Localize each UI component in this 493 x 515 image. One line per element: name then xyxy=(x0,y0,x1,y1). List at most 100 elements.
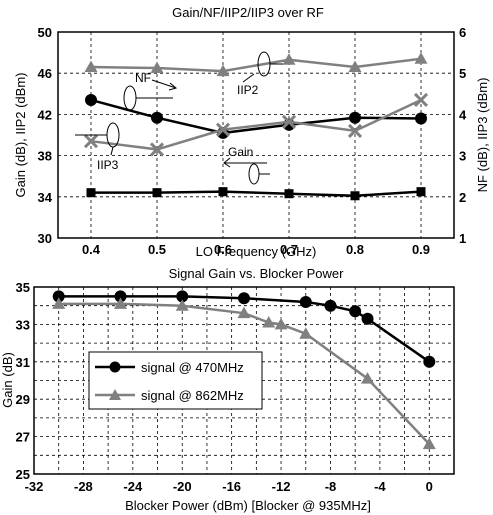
data-point-iip2 xyxy=(84,60,98,73)
annotation-nf-label: NF xyxy=(135,71,151,85)
data-point-gain xyxy=(284,189,294,199)
y-tick-label-left: 38 xyxy=(38,149,52,164)
data-point-nf xyxy=(85,93,97,106)
x-tick-label: -12 xyxy=(272,479,291,494)
annotation-iip2-label: IIP2 xyxy=(237,83,259,97)
x-tick-label: -20 xyxy=(173,479,192,494)
data-point-iip3 xyxy=(149,142,165,157)
y-tick-label-left: 46 xyxy=(38,66,52,81)
annotation-iip3: IIP3 xyxy=(75,122,120,172)
chart1-y-label-right: NF (dB), IIP3 (dBm) xyxy=(475,78,490,193)
y-tick-label-left: 30 xyxy=(38,231,52,246)
x-tick-label: -8 xyxy=(325,479,337,494)
legend-marker-circle xyxy=(109,361,121,373)
data-point-nf xyxy=(349,111,361,124)
legend-label-470: signal @ 470MHz xyxy=(141,360,244,375)
legend-label-862: signal @ 862MHz xyxy=(141,388,244,403)
chart1-plot-frame xyxy=(57,31,455,239)
legend-item-862: signal @ 862MHz xyxy=(95,388,244,403)
data-point-gain xyxy=(218,187,228,197)
x-tick-label: 0.9 xyxy=(412,242,430,257)
annotation-nf: NF xyxy=(123,71,178,111)
x-tick-label: -32 xyxy=(25,479,44,494)
data-point-iip3 xyxy=(215,122,231,137)
chart1-title: Gain/NF/IIP2/IIP3 over RF xyxy=(172,5,324,20)
data-point-470 xyxy=(324,299,337,312)
annotation-iip3-label: IIP3 xyxy=(97,158,119,172)
x-tick-label: 0.7 xyxy=(280,242,298,257)
chart2-series xyxy=(52,290,436,450)
data-point-iip3 xyxy=(83,134,99,149)
x-tick-label: 0.4 xyxy=(82,242,101,257)
x-tick-label: -28 xyxy=(74,479,93,494)
series-line-iip2 xyxy=(90,57,422,73)
x-tick-label: 0.6 xyxy=(214,242,232,257)
annotation-gain: Gain xyxy=(223,145,270,185)
data-point-470 xyxy=(176,290,189,303)
data-point-862 xyxy=(52,297,66,309)
annotation-iip2: IIP2 xyxy=(237,51,283,97)
y-tick-label-right: 2 xyxy=(459,190,466,205)
legend-item-470: signal @ 470MHz xyxy=(95,360,244,375)
data-point-iip2 xyxy=(414,52,428,64)
data-point-470 xyxy=(361,312,374,325)
y-tick-label: 27 xyxy=(16,430,30,445)
data-point-862 xyxy=(274,317,288,330)
data-point-862 xyxy=(175,299,189,311)
data-point-470 xyxy=(238,292,250,305)
y-tick-label: 29 xyxy=(16,392,30,407)
data-point-nf xyxy=(151,111,163,124)
data-point-iip2 xyxy=(150,61,164,74)
y-tick-label-right: 4 xyxy=(459,107,467,122)
series-line-iip3 xyxy=(90,98,422,151)
data-point-862 xyxy=(262,316,276,328)
chart1-series xyxy=(83,52,429,201)
chart2-ticks: -32 -28 -24 -20 -16 -12 -8 -4 0 25 27 29 31 33 35 xyxy=(16,280,433,494)
chart2-y-label: Gain (dB) xyxy=(0,352,15,408)
data-point-862 xyxy=(361,372,375,384)
chart-gain-vs-blocker: Signal Gain vs. Blocker Power -32 -28 -24-… xyxy=(0,266,455,513)
y-tick-label-left: 34 xyxy=(38,190,53,205)
data-point-iip2 xyxy=(282,53,296,65)
data-point-862 xyxy=(422,437,436,450)
annotation-gain-label: Gain xyxy=(228,145,253,159)
data-point-iip3 xyxy=(413,92,429,108)
y-tick-label: 25 xyxy=(16,467,30,482)
y-tick-label: 33 xyxy=(16,317,30,332)
chart2-title: Signal Gain vs. Blocker Power xyxy=(169,266,345,281)
data-point-iip2 xyxy=(216,64,230,77)
data-point-470 xyxy=(114,290,127,303)
legend-marker-triangle xyxy=(109,389,121,400)
x-tick-label: 0.8 xyxy=(346,242,364,257)
y-tick-label: 31 xyxy=(16,355,30,370)
data-point-iip2 xyxy=(348,60,362,73)
chart1-y-label-left: Gain (dB), IIP2 (dBm) xyxy=(13,73,28,198)
y-tick-label-right: 6 xyxy=(459,25,466,40)
data-point-gain xyxy=(86,188,96,198)
data-point-gain xyxy=(416,187,426,197)
x-tick-label: -16 xyxy=(222,479,241,494)
y-tick-label: 35 xyxy=(16,280,30,295)
chart1-x-label: LO Frequency (GHz) xyxy=(196,244,317,259)
x-tick-label: 0.5 xyxy=(148,242,166,257)
data-point-470 xyxy=(52,290,65,303)
chart2-plot-frame xyxy=(33,286,455,475)
y-tick-label-left: 42 xyxy=(38,107,52,122)
data-point-iip3 xyxy=(347,123,363,138)
y-tick-label-right: 3 xyxy=(459,149,466,164)
data-point-gain xyxy=(152,188,162,198)
data-point-470 xyxy=(349,305,362,318)
chart-gain-nf-iip: Gain/NF/IIP2/IIP3 over RF 0.4 0.5 0.6 0.7 0.… xyxy=(13,5,490,259)
y-tick-label-right: 5 xyxy=(459,66,466,81)
chart2-x-label: Blocker Power (dBm) [Blocker @ 935MHz] xyxy=(125,498,371,513)
data-point-470 xyxy=(423,355,436,368)
x-tick-label: -4 xyxy=(374,479,386,494)
x-tick-label: -24 xyxy=(123,479,143,494)
x-tick-label: 0 xyxy=(426,479,433,494)
data-point-862 xyxy=(113,297,127,309)
data-point-862 xyxy=(237,306,251,319)
data-point-gain xyxy=(350,191,360,201)
data-point-470 xyxy=(299,295,312,308)
